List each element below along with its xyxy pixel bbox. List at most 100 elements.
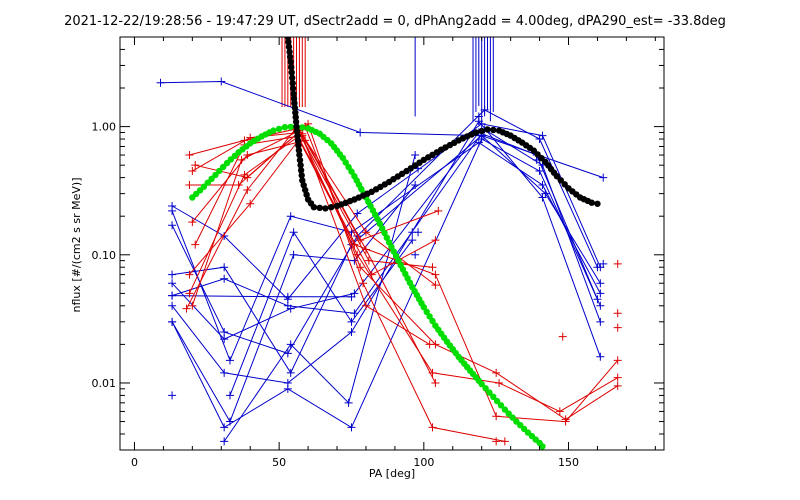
x-tick-label: 150 xyxy=(558,456,579,469)
green-curve-dot xyxy=(501,406,509,413)
black-curve-dot xyxy=(296,151,303,159)
red-trace-4-point xyxy=(431,281,440,290)
black-curve-dot xyxy=(484,126,491,133)
green-curve-dot xyxy=(482,385,489,392)
black-curve-dot xyxy=(478,127,485,135)
blue-trace-12-point xyxy=(225,417,234,426)
blue-trace-0-point xyxy=(356,128,365,137)
y-tick-label: 0.10 xyxy=(92,249,117,262)
red-trace-0-point xyxy=(492,412,501,421)
chart-title: 2021-12-22/19:28:56 - 19:47:29 UT, dSect… xyxy=(64,14,726,29)
green-curve-dot xyxy=(216,167,223,175)
blue-trace-6-point xyxy=(283,301,292,310)
red-trace-4-point xyxy=(361,228,370,237)
black-curve-dot xyxy=(298,172,305,179)
black-curve-dot xyxy=(291,100,298,107)
green-curve-dot xyxy=(426,313,433,320)
blue-trace-12-point xyxy=(411,181,420,190)
y-tick-label: 1.00 xyxy=(92,121,117,134)
green-curve-dot xyxy=(348,168,355,175)
blue-trace-10-line xyxy=(223,154,416,442)
black-curve-dot xyxy=(288,63,295,71)
blue-trace-4-point xyxy=(286,368,295,377)
blue-trace-10-point xyxy=(344,398,353,407)
y-tick-label: 0.01 xyxy=(92,377,117,390)
plot-frame xyxy=(119,36,665,451)
red-trace-9-point xyxy=(301,136,310,145)
blue-point xyxy=(414,228,423,237)
red-trace-6-point xyxy=(182,304,191,313)
blue-trace-3-point xyxy=(220,327,229,336)
green-curve-dot xyxy=(490,393,497,400)
red-trace-6-point xyxy=(243,186,252,195)
red-point xyxy=(613,323,622,332)
red-trace-1-point xyxy=(495,378,504,387)
blue-trace-2-point xyxy=(225,356,234,365)
green-curve-dot xyxy=(287,123,294,131)
blue-trace-11-point xyxy=(347,317,356,326)
blue-trace-9-point xyxy=(168,291,177,300)
blue-point xyxy=(168,391,177,400)
black-curve-dot xyxy=(290,95,298,102)
black-curve-dot xyxy=(594,200,601,207)
red-point xyxy=(613,259,622,268)
blue-trace-6-point xyxy=(220,274,229,283)
red-trace-8-point xyxy=(191,240,200,249)
blue-trace-5-point xyxy=(220,335,229,344)
blue-trace-7-point xyxy=(220,368,229,377)
black-curve-dot xyxy=(472,129,480,136)
black-curve-dot xyxy=(293,128,301,135)
green-curve-dot xyxy=(212,171,219,179)
red-trace-0-point xyxy=(431,270,440,279)
y-axis-label: nflux [#/(cm2 s sr MeV)] xyxy=(70,178,83,313)
green-curve-dot xyxy=(376,220,383,227)
black-curve-dot xyxy=(287,58,294,65)
blue-trace-12-point xyxy=(289,250,298,259)
blue-trace-6-point xyxy=(350,309,359,318)
blue-trace-6-point xyxy=(596,317,605,326)
green-curve-dot xyxy=(220,163,227,171)
blue-trace-7-point xyxy=(538,193,547,202)
x-tick-label: 100 xyxy=(413,456,434,469)
blue-trace-10-point xyxy=(286,340,295,349)
black-curve-dot xyxy=(292,118,300,126)
black-curve-dot xyxy=(285,38,292,46)
red-trace-3-point xyxy=(359,279,368,288)
red-trace-5-point xyxy=(185,289,194,298)
black-curve-dot xyxy=(295,147,303,154)
black-curve-dot xyxy=(553,173,561,180)
blue-trace-3-point xyxy=(480,105,489,114)
blue-trace-2-point xyxy=(538,181,547,190)
black-curve-dot xyxy=(557,177,564,184)
blue-trace-0-point xyxy=(599,173,608,182)
red-point xyxy=(613,309,622,318)
blue-trace-3-point xyxy=(168,221,177,230)
red-trace-7-point xyxy=(367,270,376,279)
red-trace-7-point xyxy=(185,270,194,279)
x-tick-label: 0 xyxy=(131,456,138,469)
red-trace-5-point xyxy=(240,170,249,179)
blue-trace-10-point xyxy=(220,437,229,446)
black-curve-dot xyxy=(316,204,323,211)
black-curve-dot xyxy=(292,114,299,121)
blue-trace-0-point xyxy=(156,78,165,87)
plot-content xyxy=(156,37,622,450)
black-curve-dot xyxy=(289,85,297,92)
black-curve-dot xyxy=(294,132,301,140)
red-trace-7-point xyxy=(431,236,440,245)
blue-trace-2-point xyxy=(168,206,177,215)
blue-point xyxy=(599,259,608,268)
black-curve-dot xyxy=(295,142,302,149)
blue-trace-4-point xyxy=(220,263,229,272)
blue-trace-11-line xyxy=(229,231,413,396)
black-curve-dot xyxy=(322,205,329,212)
red-point xyxy=(558,332,567,341)
red-trace-9-point xyxy=(188,218,197,227)
green-curve-dot xyxy=(539,443,546,450)
blue-trace-11-point xyxy=(289,228,298,237)
blue-trace-8-point xyxy=(220,423,229,432)
red-trace-3-line xyxy=(189,123,505,442)
blue-trace-8-point xyxy=(596,301,605,310)
red-trace-2-point xyxy=(613,381,622,390)
